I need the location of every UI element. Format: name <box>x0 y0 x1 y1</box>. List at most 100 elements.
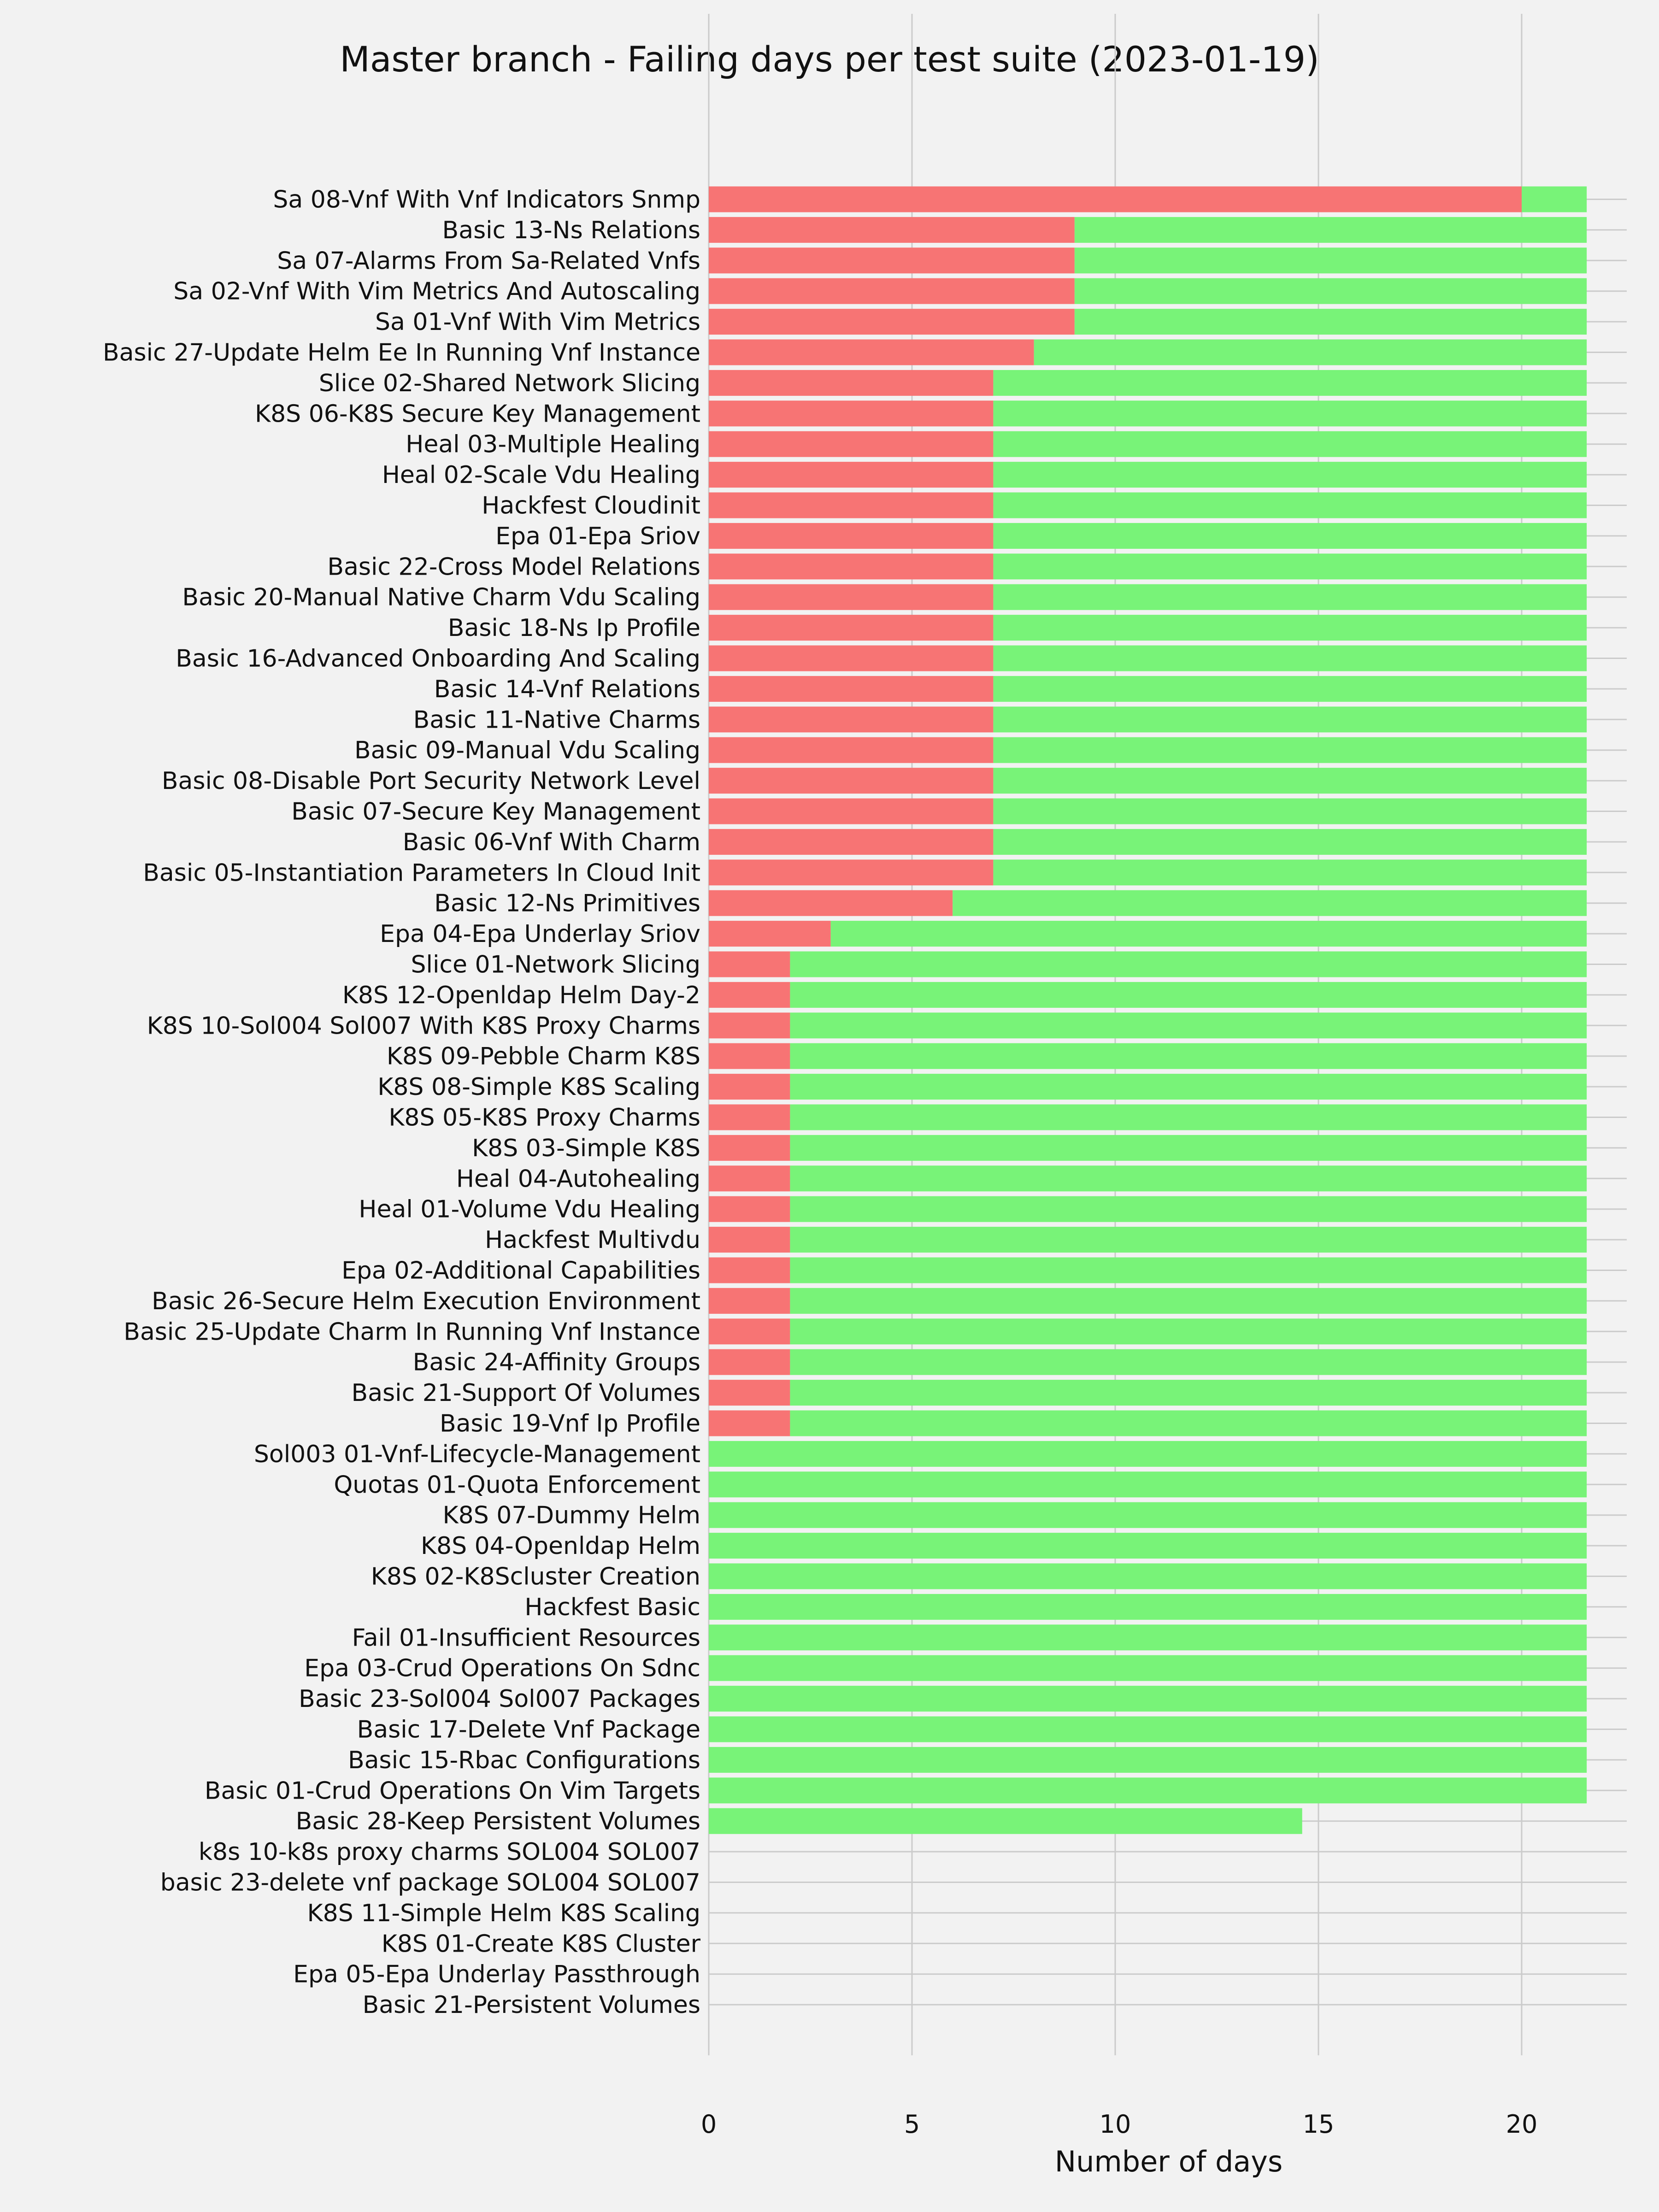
category-label: K8S 11-Simple Helm K8S Scaling <box>307 1900 700 1927</box>
category-label: K8S 08-Simple K8S Scaling <box>377 1073 700 1101</box>
bar-pass <box>1074 247 1587 274</box>
category-label: Hackfest Multivdu <box>485 1226 700 1254</box>
bar-fail <box>709 676 994 702</box>
category-label: Sol003 01-Vnf-Lifecycle-Management <box>254 1441 700 1468</box>
bar-fail <box>709 1288 790 1314</box>
category-label: Basic 28-Keep Persistent Volumes <box>296 1808 700 1835</box>
bar-fail <box>709 859 994 886</box>
category-label: Heal 01-Volume Vdu Healing <box>359 1196 700 1224</box>
category-label: K8S 03-Simple K8S <box>472 1135 700 1162</box>
category-label: Basic 24-Affinity Groups <box>413 1349 700 1377</box>
bar-pass <box>993 676 1587 702</box>
x-tick-label: 20 <box>1506 2110 1538 2139</box>
category-label: Heal 03-Multiple Healing <box>406 431 700 459</box>
bar-pass <box>1074 309 1587 335</box>
bar-pass <box>993 798 1587 824</box>
bar-pass <box>709 1777 1587 1804</box>
bar-pass <box>790 1257 1587 1283</box>
bar-fail <box>709 1074 790 1100</box>
bar-fail <box>709 645 994 671</box>
bar-pass <box>709 1747 1587 1773</box>
category-label: Epa 04-Epa Underlay Sriov <box>380 920 700 948</box>
bar-fail <box>709 1318 790 1345</box>
bar-fail <box>709 890 953 916</box>
category-label: Basic 08-Disable Port Security Network L… <box>162 767 700 795</box>
category-label: Hackfest Basic <box>524 1594 700 1621</box>
bar-fail <box>709 309 1075 335</box>
bar-pass <box>953 890 1587 916</box>
category-label: K8S 10-Sol004 Sol007 With K8S Proxy Char… <box>147 1012 700 1040</box>
x-tick-labels: 0 5 10 15 20 <box>701 2110 1538 2139</box>
category-label: Basic 21-Persistent Volumes <box>363 1991 700 2019</box>
category-label: Epa 01-Epa Sriov <box>495 523 700 550</box>
bar-pass <box>709 1686 1587 1712</box>
bar-fail <box>709 186 1522 212</box>
category-label: Basic 15-Rbac Configurations <box>348 1747 700 1774</box>
bar-fail <box>709 1043 790 1069</box>
bar-fail <box>709 370 994 396</box>
category-label: Slice 01-Network Slicing <box>411 951 701 979</box>
x-tick-label: 5 <box>904 2110 920 2139</box>
category-label: Basic 14-Vnf Relations <box>434 676 700 703</box>
chart-title: Master branch - Failing days per test su… <box>340 39 1319 80</box>
bar-fail <box>709 982 790 1008</box>
bar-pass <box>709 1502 1587 1528</box>
x-tick-label: 0 <box>701 2110 717 2139</box>
category-label: Heal 02-Scale Vdu Healing <box>382 461 700 489</box>
bar-fail <box>709 951 790 977</box>
bar-fail <box>709 1410 790 1436</box>
bar-pass <box>709 1594 1587 1620</box>
category-label: Basic 25-Update Charm In Running Vnf Ins… <box>124 1318 700 1346</box>
category-label: K8S 02-K8Scluster Creation <box>371 1563 700 1591</box>
bar-fail <box>709 1257 790 1283</box>
bar-pass <box>993 737 1587 763</box>
category-label: Sa 07-Alarms From Sa-Related Vnfs <box>277 247 700 275</box>
bar-fail <box>709 584 994 610</box>
category-label: Basic 06-Vnf With Charm <box>403 829 700 856</box>
category-label: K8S 12-Openldap Helm Day-2 <box>342 982 700 1009</box>
category-label: Fail 01-Insufficient Resources <box>352 1624 700 1652</box>
bar-pass <box>993 462 1587 488</box>
bar-pass <box>709 1441 1587 1467</box>
bar-pass <box>993 431 1587 457</box>
bar-pass <box>993 645 1587 671</box>
bar-fail <box>709 339 1034 365</box>
bar-pass <box>709 1655 1587 1681</box>
bar-pass <box>1074 217 1587 243</box>
category-label: Sa 08-Vnf With Vnf Indicators Snmp <box>273 186 700 214</box>
bar-fail <box>709 1012 790 1039</box>
bar-pass <box>993 553 1587 580</box>
bar-fail <box>709 1349 790 1375</box>
bar-pass <box>993 768 1587 794</box>
bar-fail <box>709 523 994 549</box>
bar-pass <box>993 492 1587 518</box>
category-label: Basic 19-Vnf Ip Profile <box>440 1410 700 1438</box>
bar-pass <box>790 1043 1587 1069</box>
bar-fail <box>709 1227 790 1253</box>
category-label: k8s 10-k8s proxy charms SOL004 SOL007 <box>199 1838 700 1866</box>
bars <box>709 186 1587 1834</box>
bar-pass <box>790 1410 1587 1436</box>
bar-pass <box>993 584 1587 610</box>
category-label: Basic 12-Ns Primitives <box>434 890 700 918</box>
bar-pass <box>709 1533 1587 1559</box>
category-label: K8S 05-K8S Proxy Charms <box>388 1104 700 1132</box>
bar-pass <box>993 829 1587 855</box>
bar-pass <box>1034 339 1587 365</box>
bar-pass <box>790 1349 1587 1375</box>
category-label: Slice 02-Shared Network Slicing <box>319 370 700 397</box>
bar-pass <box>790 1318 1587 1345</box>
bar-pass <box>790 1196 1587 1222</box>
category-label: Basic 13-Ns Relations <box>442 217 700 244</box>
category-label: Basic 05-Instantiation Parameters In Clo… <box>143 859 700 887</box>
bar-pass <box>790 1380 1587 1406</box>
category-label: Basic 09-Manual Vdu Scaling <box>354 737 700 765</box>
category-label: Basic 18-Ns Ip Profile <box>448 614 700 642</box>
bar-fail <box>709 706 994 733</box>
category-label: Basic 26-Secure Helm Execution Environme… <box>152 1288 700 1315</box>
bar-fail <box>709 431 994 457</box>
bar-pass <box>709 1471 1587 1498</box>
category-label: Sa 01-Vnf With Vim Metrics <box>375 308 700 336</box>
bar-pass <box>790 1288 1587 1314</box>
category-label: Epa 03-Crud Operations On Sdnc <box>304 1655 700 1683</box>
